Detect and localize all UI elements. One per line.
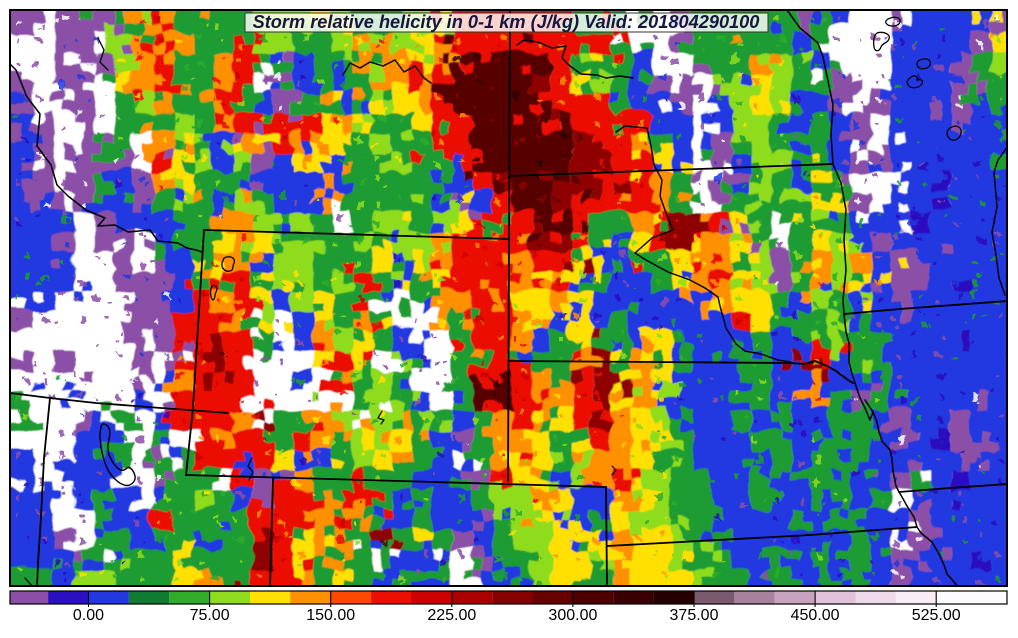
svg-text:225.00: 225.00	[427, 607, 476, 624]
svg-text:375.00: 375.00	[670, 607, 719, 624]
svg-text:150.00: 150.00	[306, 607, 355, 624]
svg-text:75.00: 75.00	[190, 607, 230, 624]
svg-text:450.00: 450.00	[791, 607, 840, 624]
svg-text:300.00: 300.00	[548, 607, 597, 624]
svg-text:525.00: 525.00	[912, 607, 961, 624]
svg-text:0.00: 0.00	[73, 607, 104, 624]
svg-text:Storm relative helicity in 0-1: Storm relative helicity in 0-1 km (J/kg)…	[253, 12, 760, 32]
